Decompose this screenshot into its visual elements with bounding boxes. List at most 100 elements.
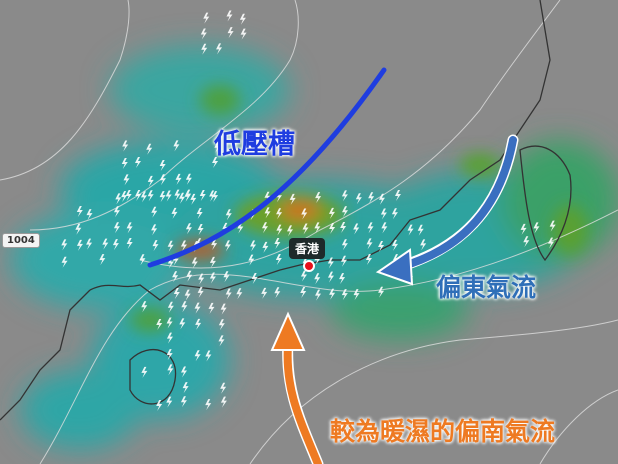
lightning-icon [274,287,281,299]
lightning-icon [218,319,225,331]
lightning-icon [184,289,191,301]
lightning-icon [261,222,268,234]
lightning-icon [394,190,401,202]
location-label[interactable]: 香港 [289,238,326,259]
lightning-icon [275,254,282,266]
lightning-icon [212,156,219,168]
trough-label: 低壓槽 [214,129,295,160]
lightning-icon [197,286,204,298]
lightning-icon [185,173,192,185]
lightning-icon [76,206,83,218]
lightning-icon [367,222,374,234]
lightning-icon [276,224,283,236]
lightning-icon [196,207,203,219]
lightning-icon [353,223,360,235]
lightning-icon [378,286,385,298]
lightning-icon [329,223,336,235]
lightning-icon [353,289,360,301]
lightning-icon [274,238,281,250]
southerly-flow-label: 較為暖濕的偏南氣流 [330,417,556,446]
lightning-icon [407,224,414,236]
lightning-icon [166,317,173,329]
lightning-icon [126,238,133,250]
lightning-icon [146,143,153,155]
lightning-icon [199,189,206,201]
lightning-icon [342,206,349,218]
lightning-icon [365,254,372,266]
lightning-icon [240,28,247,40]
lightning-icon [216,43,223,55]
lightning-icon [184,190,191,202]
lightning-icon [167,301,174,313]
lightning-icon [315,192,322,204]
easterly-arrowhead [375,248,414,286]
lightning-icon [165,190,172,202]
lightning-icon [200,28,207,40]
lightning-icon [141,366,148,378]
lightning-icon [134,156,141,168]
isobar-label: 1004 [2,233,40,248]
lightning-icon [159,174,166,186]
lightning-icon [225,288,232,300]
lightning-icon [340,255,347,267]
lightning-icon [182,382,189,394]
lightning-icon [227,27,234,39]
lightning-icon [276,208,283,220]
lightning-icon [339,273,346,285]
lightning-icon [172,254,179,266]
lightning-icon [224,240,231,252]
lightning-icon [152,240,159,252]
lightning-icon [264,207,271,219]
lightning-icon [194,302,201,314]
easterly-flow-label: 偏東氣流 [436,273,537,302]
lightning-icon [173,288,180,300]
lightning-icon [236,288,243,300]
lightning-icon [179,318,186,330]
lightning-icon [209,256,216,268]
location-marker-icon[interactable] [303,260,315,272]
lightning-icon [287,225,294,237]
southerly-arrow [283,341,322,464]
lightning-icon [302,223,309,235]
lightning-icon [139,254,146,266]
lightning-icon [86,209,93,221]
lightning-icon [141,301,148,313]
lightning-icon [392,239,399,251]
lightning-icon [239,13,246,25]
lightning-icon [181,301,188,313]
lightning-icon [167,257,174,269]
lightning-icon [113,206,120,218]
lightning-icon [203,12,210,24]
lightning-icon [167,240,174,252]
lightning-icon [140,191,147,203]
lightning-icon [261,287,268,299]
lightning-icon [166,332,173,344]
lightning-icon [549,220,556,232]
lightning-icon [314,222,321,234]
lightning-icon [211,239,218,251]
lightning-icon [214,141,221,153]
lightning-icon [368,192,375,204]
lightning-icon [315,289,322,301]
lightning-icon [102,238,109,250]
lightning-icon [248,254,255,266]
lightning-icon [327,271,334,283]
lightning-icon [190,193,197,205]
lightning-icon [391,208,398,220]
lightning-icon [341,239,348,251]
lightning-icon [180,396,187,408]
lightning-icon [380,208,387,220]
lightning-icon [340,222,347,234]
lightning-icon [186,270,193,282]
lightning-icon [191,257,198,269]
lightning-icon [166,396,173,408]
lightning-icon [194,350,201,362]
lightning-icon [61,239,68,251]
lightning-icon [301,208,308,220]
lightning-icon [208,302,215,314]
lightning-icon [223,271,230,283]
lightning-icon [147,175,154,187]
lightning-icon [121,191,128,203]
